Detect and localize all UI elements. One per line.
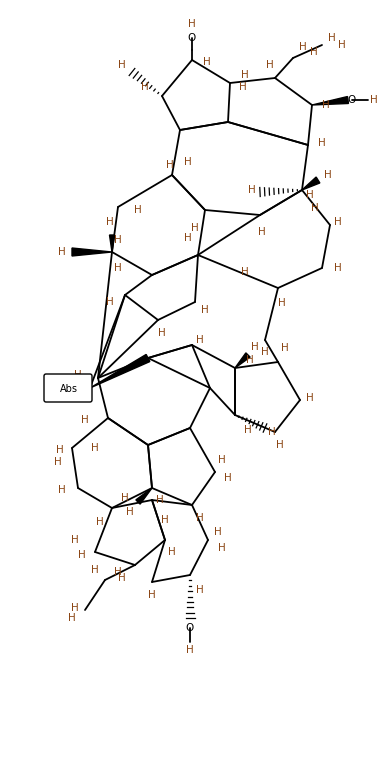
Text: H: H bbox=[370, 95, 378, 105]
Text: H: H bbox=[118, 60, 126, 70]
Polygon shape bbox=[312, 97, 348, 105]
Text: H: H bbox=[114, 567, 122, 577]
Text: H: H bbox=[299, 42, 307, 52]
Polygon shape bbox=[110, 235, 114, 252]
Text: H: H bbox=[106, 217, 114, 227]
Text: H: H bbox=[58, 247, 66, 257]
Text: H: H bbox=[81, 415, 89, 425]
Text: H: H bbox=[148, 590, 156, 600]
Text: H: H bbox=[78, 383, 86, 393]
Text: H: H bbox=[276, 440, 284, 450]
Polygon shape bbox=[235, 353, 250, 368]
Text: H: H bbox=[244, 425, 252, 435]
Text: H: H bbox=[251, 342, 259, 352]
Text: H: H bbox=[68, 613, 76, 623]
Text: H: H bbox=[218, 543, 226, 553]
Text: H: H bbox=[91, 565, 99, 575]
Text: H: H bbox=[261, 347, 269, 357]
Text: H: H bbox=[161, 515, 169, 525]
Text: H: H bbox=[196, 335, 204, 345]
Text: H: H bbox=[201, 305, 209, 315]
Text: H: H bbox=[121, 493, 129, 503]
Text: H: H bbox=[114, 263, 122, 273]
Text: H: H bbox=[241, 267, 249, 277]
Text: H: H bbox=[328, 33, 336, 43]
Text: H: H bbox=[114, 235, 122, 245]
Polygon shape bbox=[302, 177, 320, 190]
Text: H: H bbox=[71, 535, 79, 545]
Text: H: H bbox=[156, 495, 164, 505]
Text: H: H bbox=[324, 170, 332, 180]
Text: H: H bbox=[166, 160, 174, 170]
Text: H: H bbox=[338, 40, 346, 50]
Text: H: H bbox=[203, 57, 211, 67]
Text: H: H bbox=[224, 473, 232, 483]
Text: H: H bbox=[118, 573, 126, 583]
Text: H: H bbox=[71, 603, 79, 613]
Text: H: H bbox=[306, 190, 314, 200]
Text: H: H bbox=[78, 550, 86, 560]
Text: H: H bbox=[184, 233, 192, 243]
Text: H: H bbox=[134, 205, 142, 215]
Text: H: H bbox=[141, 82, 149, 92]
Text: H: H bbox=[186, 645, 194, 655]
Text: H: H bbox=[196, 585, 204, 595]
Text: H: H bbox=[168, 547, 176, 557]
Text: H: H bbox=[106, 297, 114, 307]
Polygon shape bbox=[90, 354, 150, 388]
Text: O: O bbox=[188, 33, 196, 43]
Text: H: H bbox=[218, 455, 226, 465]
FancyBboxPatch shape bbox=[44, 374, 92, 402]
Text: H: H bbox=[214, 527, 222, 537]
Text: H: H bbox=[281, 343, 289, 353]
Text: H: H bbox=[268, 427, 276, 437]
Text: H: H bbox=[241, 70, 249, 80]
Text: H: H bbox=[196, 513, 204, 523]
Text: O: O bbox=[186, 623, 194, 633]
Text: H: H bbox=[258, 227, 266, 237]
Text: H: H bbox=[311, 203, 319, 213]
Text: H: H bbox=[184, 157, 192, 167]
Text: H: H bbox=[91, 443, 99, 453]
Text: H: H bbox=[278, 298, 286, 308]
Text: O: O bbox=[348, 95, 356, 105]
Text: H: H bbox=[126, 507, 134, 517]
Text: H: H bbox=[158, 328, 166, 338]
Text: Abs: Abs bbox=[60, 384, 78, 394]
Polygon shape bbox=[72, 248, 112, 256]
Text: H: H bbox=[239, 82, 247, 92]
Text: H: H bbox=[96, 517, 104, 527]
Polygon shape bbox=[136, 488, 152, 504]
Text: H: H bbox=[266, 60, 274, 70]
Text: H: H bbox=[306, 393, 314, 403]
Text: H: H bbox=[56, 445, 64, 455]
Text: H: H bbox=[58, 485, 66, 495]
Text: H: H bbox=[191, 223, 199, 233]
Text: H: H bbox=[246, 355, 254, 365]
Text: H: H bbox=[334, 263, 342, 273]
Text: H: H bbox=[318, 138, 326, 148]
Text: H: H bbox=[322, 100, 330, 110]
Text: H: H bbox=[310, 47, 318, 57]
Text: H: H bbox=[74, 370, 82, 380]
Text: H: H bbox=[248, 185, 256, 195]
Text: H: H bbox=[188, 19, 196, 29]
Text: H: H bbox=[54, 457, 62, 467]
Text: H: H bbox=[334, 217, 342, 227]
